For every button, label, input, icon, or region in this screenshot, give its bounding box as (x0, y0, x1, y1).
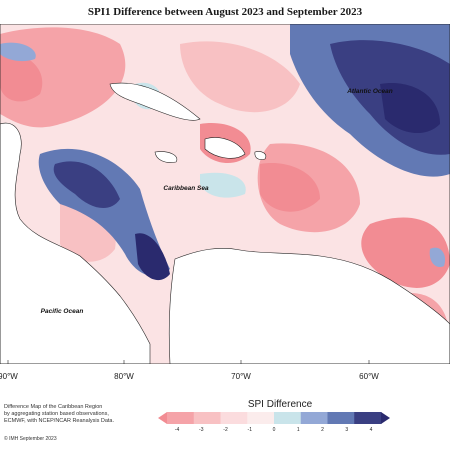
south-america-land (168, 248, 450, 364)
legend-color-box (274, 412, 302, 424)
legend-tick-label: -3 (199, 427, 204, 433)
map-title: SPI1 Difference between August 2023 and … (87, 6, 363, 18)
cuba-land (109, 82, 201, 121)
blue-anomaly-zones (0, 24, 450, 327)
longitude-label-60w: 60°W (359, 372, 379, 381)
puerto-rico-land (254, 151, 267, 160)
copyright-text: © IMH September 2023 (4, 436, 57, 442)
jamaica-land (154, 151, 178, 163)
legend-tick-label: -1 (247, 427, 252, 433)
legend-color-box (300, 412, 328, 424)
longitude-label-90w: 90°W (0, 372, 18, 381)
legend-color-box (327, 412, 355, 424)
legend-colorbar (158, 412, 390, 424)
legend-title: SPI Difference (247, 399, 313, 410)
legend-arrow-high (381, 412, 390, 424)
legend-tick-label: 2 (321, 427, 324, 433)
legend-tick-label: -4 (174, 427, 180, 433)
legend-tick-labels: -4 -3 -2 -1 0 1 2 3 4 (158, 427, 390, 437)
pacific-ocean-label: Pacific Ocean (41, 308, 84, 315)
legend-color-box (220, 412, 248, 424)
legend-color-box (354, 412, 382, 424)
legend-color-boxes (158, 412, 390, 424)
legend-color-box (167, 412, 195, 424)
legend-color-box (193, 412, 221, 424)
islands (109, 82, 267, 163)
atlantic-ocean-label: Atlantic Ocean (346, 88, 393, 95)
caribbean-sea-label: Caribbean Sea (163, 185, 209, 192)
longitude-label-70w: 70°W (231, 372, 251, 381)
footnote-line-3: ECMWF, with NCEP/NCAR Reanalysis Data. (4, 418, 115, 424)
graticule-ticks (7, 360, 370, 364)
footnote-line-2: by aggregating station based observation… (4, 411, 109, 417)
legend-arrow-low (158, 412, 167, 424)
legend-tick-label: 0 (272, 427, 276, 433)
hispaniola-land (204, 137, 246, 159)
land-masses (0, 122, 450, 364)
footnote-line-1: Difference Map of the Caribbean Region (4, 404, 103, 410)
longitude-label-80w: 80°W (114, 372, 134, 381)
central-america-land (0, 122, 151, 364)
legend-tick-label: 1 (296, 427, 300, 433)
spi-difference-map: Atlantic Ocean Caribbean Sea Pacific Oce… (0, 24, 450, 364)
legend-tick-label: 4 (369, 427, 373, 433)
legend-color-box (247, 412, 275, 424)
legend-tick-label: -2 (223, 427, 228, 433)
legend-tick-label: 3 (345, 427, 349, 433)
